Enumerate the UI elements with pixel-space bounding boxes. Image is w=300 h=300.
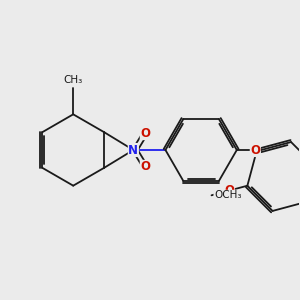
Text: O: O	[140, 127, 150, 140]
Text: CH₃: CH₃	[64, 75, 83, 85]
Text: OCH₃: OCH₃	[214, 190, 242, 200]
Text: O: O	[140, 160, 150, 173]
Text: O: O	[224, 184, 234, 197]
Text: N: N	[128, 143, 138, 157]
Text: O: O	[250, 143, 260, 157]
